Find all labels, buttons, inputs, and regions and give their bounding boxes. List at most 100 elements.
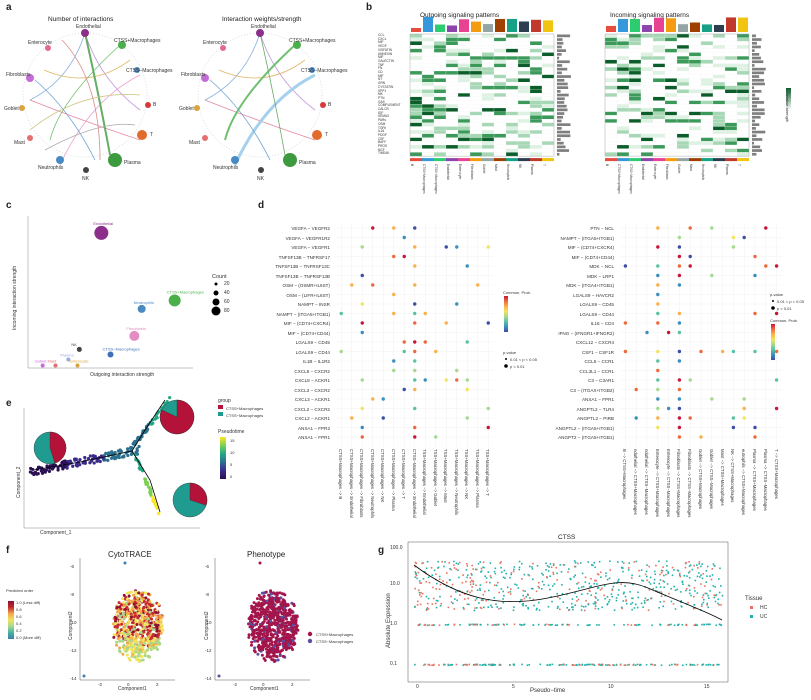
ctss-point xyxy=(576,664,578,667)
heatmap-row-label: FN xyxy=(378,66,383,71)
ctss-point xyxy=(576,600,578,602)
ctss-point xyxy=(426,560,429,563)
heatmap-side-bar xyxy=(752,97,760,101)
ctss-point xyxy=(659,601,662,603)
node-label-t: T xyxy=(150,132,154,138)
ctss-point xyxy=(488,663,491,666)
ctss-point xyxy=(599,664,602,666)
ctss-point xyxy=(631,597,634,600)
ctss-point xyxy=(676,588,679,591)
heatmap-top-bar xyxy=(459,19,469,32)
ctss-point xyxy=(636,663,639,666)
ctss-point xyxy=(522,594,524,597)
ctss-point xyxy=(433,569,436,572)
ctss-x-tick: 0 xyxy=(416,684,419,690)
ctss-point xyxy=(594,601,596,603)
ctss-point xyxy=(622,600,625,602)
heatmap-row-label: NT xyxy=(378,77,383,82)
ctss-point xyxy=(494,663,497,666)
ctss-point xyxy=(718,663,720,666)
heatmap-column-color xyxy=(470,158,482,162)
heatmap-side-bar xyxy=(557,149,570,152)
ctss-point xyxy=(431,664,433,667)
ctss-point xyxy=(484,575,486,578)
ctss-point xyxy=(467,597,470,600)
ctss-point xyxy=(674,608,677,610)
ctss-point xyxy=(693,564,695,567)
ctss-point xyxy=(574,561,577,564)
ctss-point xyxy=(623,664,626,667)
ctss-point xyxy=(420,595,423,598)
node2-label-nk: NK xyxy=(257,176,264,182)
ctss-point xyxy=(469,583,472,586)
ctss-point xyxy=(693,604,696,606)
ctss-point xyxy=(539,663,542,666)
ctss-point xyxy=(468,663,471,666)
ctss-point xyxy=(686,588,688,590)
ctss-point xyxy=(494,572,497,575)
ctss-point xyxy=(670,600,673,603)
ctss-point xyxy=(545,562,547,565)
ctss-point xyxy=(449,567,451,570)
ctss-point xyxy=(423,664,425,666)
heatmap-side-bar xyxy=(557,82,568,86)
ctss-point xyxy=(712,664,714,666)
ctss-point xyxy=(495,623,498,626)
heatmap-side-bar xyxy=(557,56,560,60)
ctss-point xyxy=(469,581,472,583)
ctss-point xyxy=(549,575,551,578)
ctss-point xyxy=(671,566,674,569)
ctss-point xyxy=(469,577,472,579)
ctss-point xyxy=(453,608,456,610)
ctss-point xyxy=(717,602,719,605)
ctss-point xyxy=(663,600,665,603)
ctss-point xyxy=(432,597,435,600)
ctss-point xyxy=(705,664,708,666)
heatmap-column-color xyxy=(665,158,677,162)
ctss-legend-hc-marker xyxy=(750,606,753,609)
ctss-point xyxy=(704,585,706,587)
ctss-point xyxy=(415,573,417,575)
ctss-point xyxy=(582,605,585,608)
ctss-point xyxy=(593,561,596,564)
ctss-point xyxy=(463,663,465,666)
ctss-point xyxy=(547,623,550,626)
ctss-point xyxy=(670,587,672,590)
ctss-point xyxy=(653,578,656,581)
ctss-point xyxy=(574,565,577,568)
ctss-point xyxy=(660,571,663,574)
ctss-point xyxy=(688,589,691,592)
ctss-point xyxy=(465,580,467,583)
ctss-point xyxy=(503,569,506,572)
ctss-point xyxy=(509,576,511,579)
ctss-point xyxy=(573,576,575,578)
ctss-point xyxy=(495,584,498,587)
heatmap-row-label: BAFF xyxy=(378,140,387,145)
ctss-point xyxy=(605,575,607,577)
ctss-point xyxy=(693,664,696,666)
heatmap-row-label: CALCR xyxy=(378,107,389,111)
ctss-point xyxy=(461,581,464,584)
ctss-point xyxy=(546,576,548,578)
ctss-point xyxy=(630,624,633,626)
ctss-point xyxy=(490,576,492,579)
ctss-point xyxy=(512,570,515,573)
ctss-point xyxy=(531,566,533,568)
ctss-point xyxy=(635,560,638,563)
ctss-point xyxy=(431,624,433,627)
ctss-point xyxy=(435,582,438,585)
ctss-point xyxy=(592,663,594,666)
heatmap-row-label: MK xyxy=(378,92,383,97)
ctss-point xyxy=(479,561,482,563)
ctss-point xyxy=(566,623,568,626)
ctss-point xyxy=(458,576,460,579)
ctss-point xyxy=(552,571,555,574)
ctss-point xyxy=(711,574,714,576)
ctss-point xyxy=(597,599,599,601)
ctss-point xyxy=(440,602,443,605)
ctss-point xyxy=(692,607,695,610)
ctss-point xyxy=(483,663,486,666)
ctss-point xyxy=(594,602,597,605)
heatmap-column-color xyxy=(701,158,713,162)
ctss-point xyxy=(537,585,540,588)
